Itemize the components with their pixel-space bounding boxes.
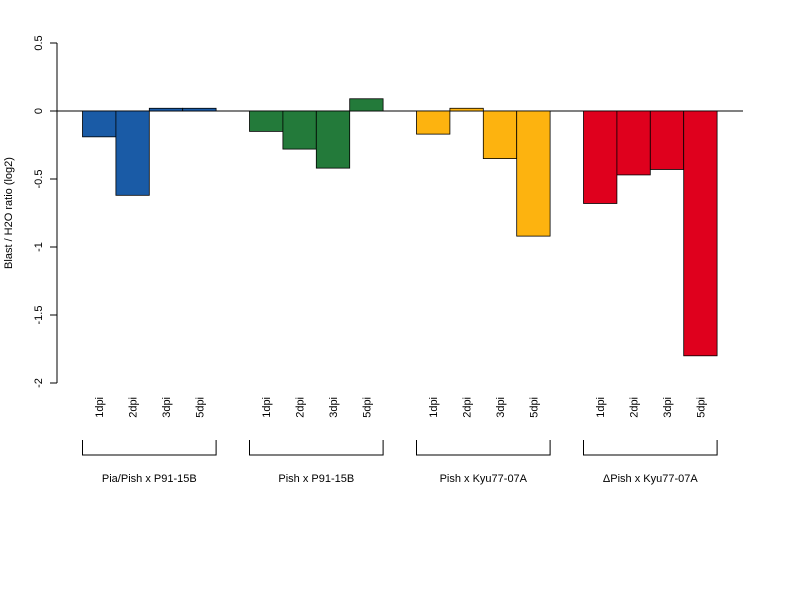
group-label: ΔPish x Kyu77-07A [603, 473, 698, 485]
bar [683, 110, 718, 357]
bar [616, 110, 651, 176]
group-bracket [82, 440, 217, 456]
bar [649, 110, 685, 170]
bar [148, 107, 184, 112]
group-label: Pia/Pish x P91-15B [102, 473, 197, 485]
x-tick-label: 2dpi [629, 397, 641, 418]
x-tick-label: 3dpi [662, 397, 674, 418]
y-tick-label: -0.5 [33, 170, 45, 189]
x-tick-label: 1dpi [261, 397, 273, 418]
group-label: Pish x P91-15B [278, 473, 354, 485]
x-tick-label: 5dpi [194, 397, 206, 418]
bar [583, 110, 618, 204]
x-tick-labels: 1dpi 2dpi 3dpi 5dpi 1dpi 2dpi 3dpi 5dpi 1dpi 2dpi… [94, 397, 707, 418]
x-tick-label: 2dpi [462, 397, 474, 418]
group-brackets: Pia/Pish x P91-15B Pish x P91-15B Pish x K… [82, 440, 718, 485]
x-tick-label: 1dpi [595, 397, 607, 418]
bars [82, 98, 718, 357]
bar [115, 110, 150, 196]
bar [416, 110, 451, 135]
y-axis: 0.5 0 -0.5 -1 -1.5 -2 [33, 35, 58, 388]
bar [516, 110, 551, 237]
x-tick-label: 1dpi [428, 397, 440, 418]
y-axis-label: Blast / H2O ratio (log2) [3, 157, 15, 269]
x-tick-label: 5dpi [361, 397, 373, 418]
y-tick-label: -2 [33, 378, 45, 388]
bar [482, 110, 518, 159]
group-bracket [416, 440, 551, 456]
x-tick-label: 1dpi [94, 397, 106, 418]
bar [249, 110, 284, 132]
bar [282, 110, 317, 150]
y-tick-label: -1 [33, 242, 45, 252]
bar [82, 110, 117, 138]
y-tick-label: 0 [33, 108, 45, 114]
group-label: Pish x Kyu77-07A [440, 473, 528, 485]
group-bracket [583, 440, 718, 456]
x-tick-label: 3dpi [328, 397, 340, 418]
bar [182, 107, 217, 112]
x-tick-label: 5dpi [528, 397, 540, 418]
x-tick-label: 3dpi [495, 397, 507, 418]
x-tick-label: 3dpi [161, 397, 173, 418]
bar [449, 107, 484, 112]
group-bracket [249, 440, 384, 456]
x-tick-label: 2dpi [295, 397, 307, 418]
bar [349, 98, 384, 112]
bar [315, 110, 351, 169]
y-tick-label: -1.5 [33, 306, 45, 325]
y-tick-label: 0.5 [33, 35, 45, 50]
x-tick-label: 5dpi [695, 397, 707, 418]
x-tick-label: 2dpi [128, 397, 140, 418]
